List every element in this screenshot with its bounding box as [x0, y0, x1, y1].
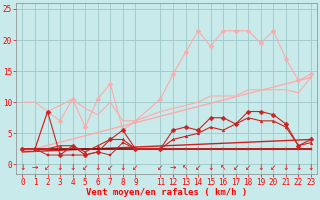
- Text: ↙: ↙: [44, 163, 51, 172]
- Text: ↓: ↓: [207, 163, 214, 172]
- Text: ↙: ↙: [195, 163, 201, 172]
- Text: ↓: ↓: [283, 163, 289, 172]
- Text: ↓: ↓: [308, 163, 314, 172]
- Text: ↓: ↓: [295, 163, 301, 172]
- Text: →: →: [32, 163, 38, 172]
- Text: ↙: ↙: [82, 163, 88, 172]
- Text: ↙: ↙: [132, 163, 139, 172]
- Text: ↙: ↙: [157, 163, 164, 172]
- Text: ↓: ↓: [19, 163, 26, 172]
- Text: ↓: ↓: [120, 163, 126, 172]
- Text: →: →: [170, 163, 176, 172]
- X-axis label: Vent moyen/en rafales ( km/h ): Vent moyen/en rafales ( km/h ): [86, 188, 247, 197]
- Text: ↖: ↖: [182, 163, 189, 172]
- Text: ↙: ↙: [107, 163, 114, 172]
- Text: ↙: ↙: [270, 163, 276, 172]
- Text: ↓: ↓: [94, 163, 101, 172]
- Text: ↓: ↓: [69, 163, 76, 172]
- Text: ↙: ↙: [245, 163, 252, 172]
- Text: ↓: ↓: [258, 163, 264, 172]
- Text: ↖: ↖: [220, 163, 226, 172]
- Text: ↙: ↙: [233, 163, 239, 172]
- Text: ↓: ↓: [57, 163, 63, 172]
